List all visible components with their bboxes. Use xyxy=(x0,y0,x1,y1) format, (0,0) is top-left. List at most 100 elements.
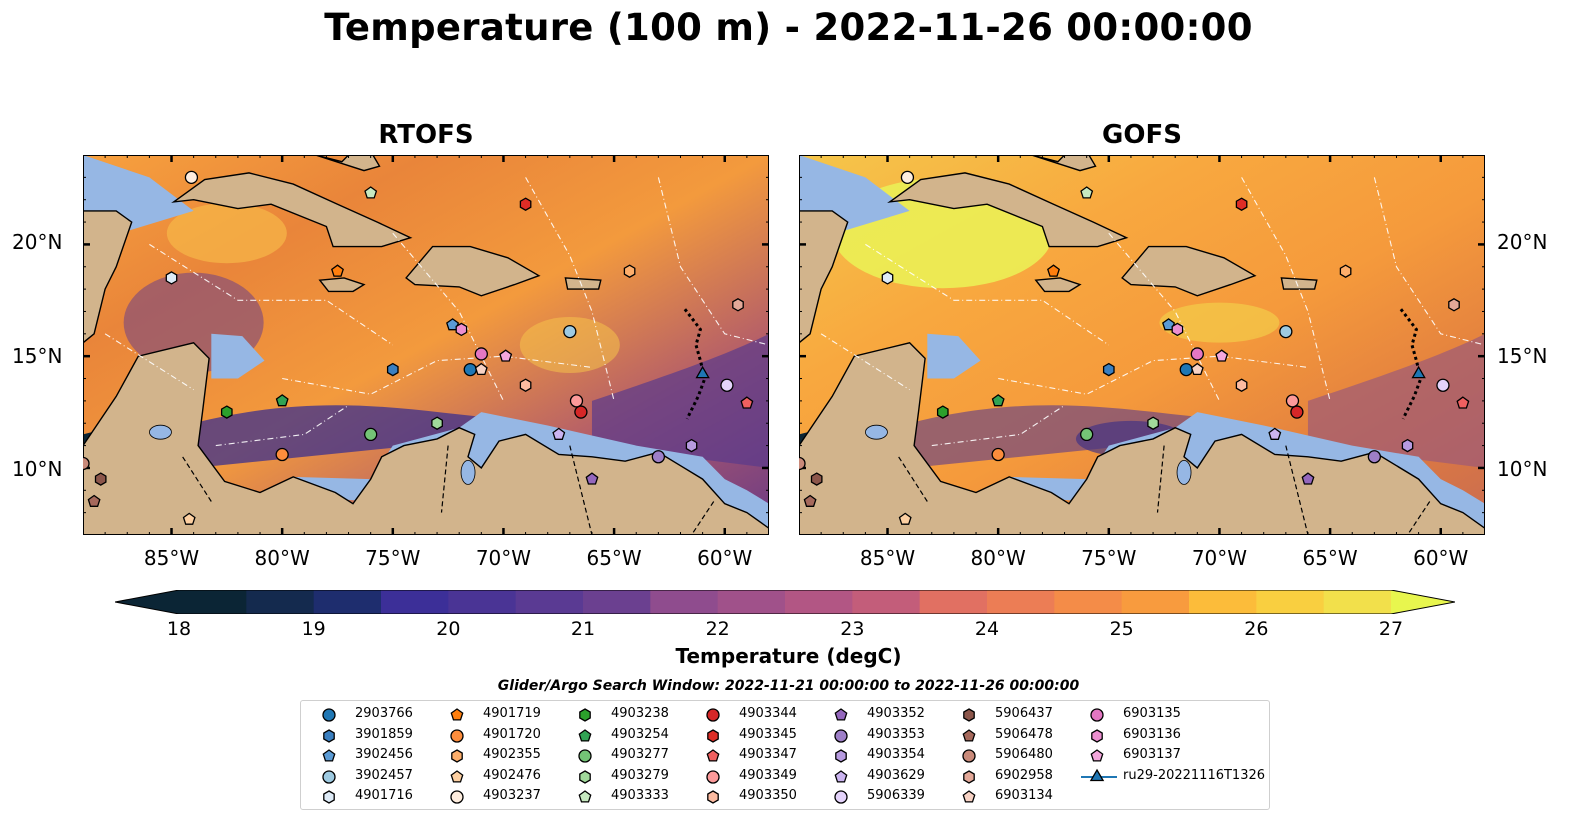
eez-boundary xyxy=(998,355,1309,395)
legend-item-4903349: 4903349 xyxy=(695,766,895,786)
float-marker-5906339 xyxy=(720,378,734,392)
country-border xyxy=(182,456,212,502)
legend-marker xyxy=(323,728,335,743)
land-yucatan xyxy=(799,155,849,344)
legend-label: 4901720 xyxy=(483,726,541,742)
legend-item-4903629: 4903629 xyxy=(823,766,1023,786)
colorbar-segment xyxy=(381,590,449,614)
float-marker-ru29-20221116T1326 xyxy=(695,365,710,379)
float-marker-4901716 xyxy=(165,271,178,285)
legend-label: 2903766 xyxy=(355,706,413,721)
colorbar-tick-25: 25 xyxy=(1109,618,1134,640)
colorbar-extend-low xyxy=(115,590,179,614)
legend-marker xyxy=(578,790,592,803)
float-marker-4903629 xyxy=(1268,427,1282,440)
legend-item-3901859: 3901859 xyxy=(311,725,511,745)
legend-label: 6903137 xyxy=(1123,747,1181,762)
colorbar-extend-high xyxy=(1391,590,1455,614)
colorbar-tick-22: 22 xyxy=(705,618,730,640)
legend-marker xyxy=(1090,708,1104,722)
legend-marker-circle-icon xyxy=(834,728,848,743)
legend-marker xyxy=(706,769,720,784)
legend-marker xyxy=(963,708,975,722)
cold-east xyxy=(591,333,769,468)
float-marker-6902958 xyxy=(732,298,744,312)
legend-item-4903354: 4903354 xyxy=(823,745,1023,765)
nicaragua-bank xyxy=(211,333,265,379)
float-marker-3902457 xyxy=(1279,324,1293,339)
legend-marker xyxy=(962,728,976,742)
lake-nicaragua xyxy=(865,424,888,440)
legend-marker-pentagon-icon xyxy=(962,728,976,742)
legend-item-5906480: 5906480 xyxy=(951,745,1151,765)
float-marker-4903254 xyxy=(991,394,1005,407)
float-marker-4903345 xyxy=(1235,197,1248,211)
legend-label: 4903352 xyxy=(867,706,925,721)
lat-label-15n-right: 15°N xyxy=(1497,344,1548,368)
colorbar-segment xyxy=(1189,590,1257,614)
legend-item-2903766: 2903766 xyxy=(311,704,511,724)
eez-boundary xyxy=(392,232,504,402)
legend-marker-pentagon-icon xyxy=(578,728,592,742)
float-marker-4902476 xyxy=(898,512,912,525)
float-marker-4901719 xyxy=(331,264,344,277)
legend-marker-circle-icon xyxy=(578,749,592,763)
colorbar-tick-21: 21 xyxy=(570,618,596,640)
land-puerto-rico xyxy=(1280,277,1318,290)
colorbar-segment xyxy=(1323,590,1392,614)
legend-label: 4903344 xyxy=(739,706,797,721)
float-marker-5906480 xyxy=(83,456,90,471)
legend-marker-pentagon-icon xyxy=(706,749,720,762)
eez-boundary xyxy=(657,177,769,346)
warm-eddy xyxy=(1159,302,1280,343)
float-marker-4903237 xyxy=(184,170,199,185)
lat-label-10n-right: 10°N xyxy=(1497,457,1548,481)
legend-item-4903238: 4903238 xyxy=(567,704,767,724)
legend-label: 4901719 xyxy=(483,706,541,721)
legend-item-6903136: 6903136 xyxy=(1079,725,1279,745)
float-marker-3901859 xyxy=(1102,362,1115,377)
legend-label: 6903136 xyxy=(1123,726,1181,742)
eez-boundary xyxy=(149,243,394,346)
legend-marker xyxy=(706,708,720,722)
float-marker-4903350 xyxy=(519,378,532,392)
lake-maracaibo xyxy=(1176,460,1192,485)
float-marker-2903766 xyxy=(463,362,477,377)
eez-boundary xyxy=(931,404,1065,447)
legend-marker-hexagon-icon xyxy=(323,728,335,743)
legend-label: 4903350 xyxy=(739,788,797,803)
legend-marker xyxy=(579,769,591,784)
legend-marker-hexagon-icon xyxy=(707,728,719,743)
float-marker-4901720 xyxy=(991,447,1005,462)
legend-item-ru29-20221116T1326: ru29-20221116T1326 xyxy=(1079,766,1279,786)
legend-item-4903237: 4903237 xyxy=(439,786,639,806)
warm-eddy xyxy=(519,317,620,373)
legend-marker-pentagon-icon xyxy=(450,708,464,721)
float-marker-2903766 xyxy=(1179,362,1193,377)
float-marker-4902355 xyxy=(1339,264,1352,278)
legend-marker-pentagon-icon xyxy=(450,769,464,783)
lon-label-65W-right: 65°W xyxy=(1302,546,1358,570)
cold-band xyxy=(909,405,1220,468)
legend-label: 4903254 xyxy=(611,726,669,742)
legend-marker-pentagon-icon xyxy=(834,769,848,783)
legend-item-4903277: 4903277 xyxy=(567,745,767,765)
lake-maracaibo xyxy=(460,460,476,485)
float-marker-4903333 xyxy=(1080,186,1094,199)
legend-marker-hexagon-icon xyxy=(707,790,719,804)
colorbar-segment xyxy=(448,590,517,614)
lat-label-10n-left: 10°N xyxy=(12,457,63,481)
legend-label: 4903349 xyxy=(739,767,797,783)
legend-item-4903333: 4903333 xyxy=(567,786,767,806)
legend-marker xyxy=(834,769,848,783)
float-marker-5906478 xyxy=(87,494,101,507)
legend-item-4901719: 4901719 xyxy=(439,704,639,724)
legend-label: 4903354 xyxy=(867,747,925,762)
float-marker-5906339 xyxy=(1436,378,1450,392)
float-marker-4903238 xyxy=(220,405,233,419)
legend-marker-hexagon-icon xyxy=(963,708,975,722)
legend-marker-pentagon-icon xyxy=(578,790,592,803)
float-marker-4903354 xyxy=(685,438,698,453)
legend-marker-circle-icon xyxy=(706,708,720,722)
legend-marker xyxy=(322,749,336,762)
